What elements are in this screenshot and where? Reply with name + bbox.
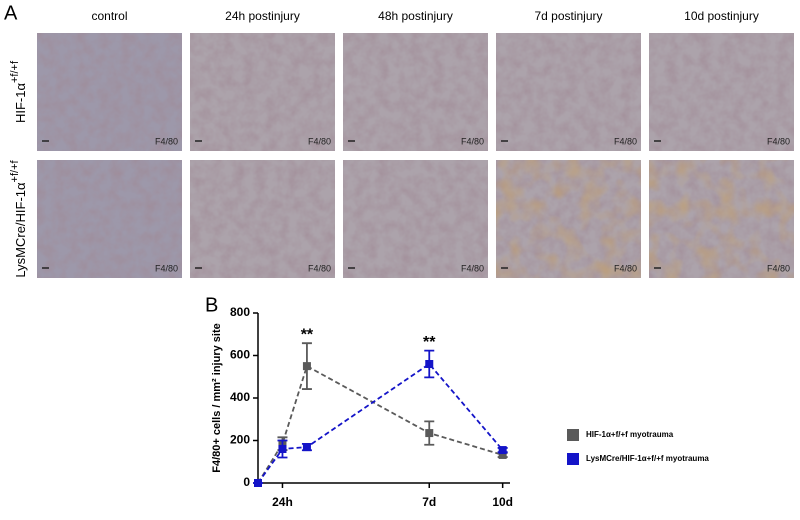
micrograph-stain (496, 160, 641, 278)
micrograph-texture (190, 160, 335, 278)
row-label-superscript: +f/+f (9, 60, 21, 83)
series-line (257, 362, 504, 484)
significance-annotation: ** (423, 334, 436, 351)
stain-label: F4/80 (767, 263, 790, 273)
stain-label: F4/80 (614, 136, 637, 146)
micrograph-texture (649, 33, 794, 151)
data-point (425, 429, 434, 438)
micrograph-texture (37, 160, 182, 278)
stain-label: F4/80 (155, 263, 178, 273)
stain-label: F4/80 (461, 263, 484, 273)
series-line (257, 364, 503, 484)
legend-swatch (567, 429, 579, 441)
micrograph: F4/80 (190, 33, 335, 151)
x-tick-label: 10d (492, 495, 513, 509)
micrograph-texture (37, 33, 182, 151)
stain-label: F4/80 (308, 136, 331, 146)
legend-label: LysMCre/HIF-1α+f/+f myotrauma (586, 454, 709, 463)
micrograph: F4/80 (343, 33, 488, 151)
micrograph: F4/80 (343, 160, 488, 278)
micrograph-texture (343, 160, 488, 278)
stain-label: F4/80 (767, 136, 790, 146)
y-tick-label: 0 (243, 475, 250, 489)
data-point (302, 443, 311, 452)
significance-annotation: ** (301, 326, 314, 343)
column-header: 7d postinjury (534, 9, 602, 23)
legend-label: HIF-1α+f/+f myotrauma (586, 430, 674, 439)
data-point (278, 445, 287, 453)
micrograph-texture (190, 33, 335, 151)
micrograph: F4/80 (496, 160, 641, 278)
panel-label: B (205, 294, 218, 316)
stain-label: F4/80 (614, 263, 637, 273)
y-axis-label: F4/80+ cells / mm² injury site (211, 323, 223, 472)
micrograph: F4/80 (37, 33, 182, 151)
micrograph-stain (649, 160, 794, 278)
column-header: 24h postinjury (225, 9, 300, 23)
micrograph-texture (496, 33, 641, 151)
data-point (498, 446, 507, 455)
stain-label: F4/80 (155, 136, 178, 146)
legend-swatch (567, 453, 579, 465)
row-label-superscript: +f/+f (9, 159, 21, 182)
column-header: 48h postinjury (378, 9, 453, 23)
y-tick-label: 800 (230, 305, 250, 319)
micrograph: F4/80 (496, 33, 641, 151)
column-header: 10d postinjury (684, 9, 759, 23)
data-point (425, 360, 434, 368)
y-tick-label: 200 (230, 433, 250, 447)
y-tick-label: 400 (230, 390, 250, 404)
x-tick-label: 24h (272, 495, 293, 509)
x-tick-label: 7d (422, 495, 436, 509)
stain-label: F4/80 (308, 263, 331, 273)
data-point (302, 362, 311, 371)
row-label: LysMCre/HIF-1α+f/+f (9, 159, 29, 277)
data-point (498, 450, 507, 459)
y-tick-label: 600 (230, 348, 250, 362)
micrograph: F4/80 (37, 160, 182, 278)
micrograph-texture (343, 33, 488, 151)
micrograph: F4/80 (649, 33, 794, 151)
column-header: control (91, 9, 127, 23)
row-label: HIF-1α+f/+f (9, 60, 29, 123)
row-label-text: LysMCre/HIF-1α (13, 182, 28, 278)
row-label-text: HIF-1α (13, 83, 28, 124)
panel-label: A (4, 2, 18, 24)
data-point (254, 479, 262, 487)
micrograph: F4/80 (649, 160, 794, 278)
micrograph: F4/80 (190, 160, 335, 278)
stain-label: F4/80 (461, 136, 484, 146)
